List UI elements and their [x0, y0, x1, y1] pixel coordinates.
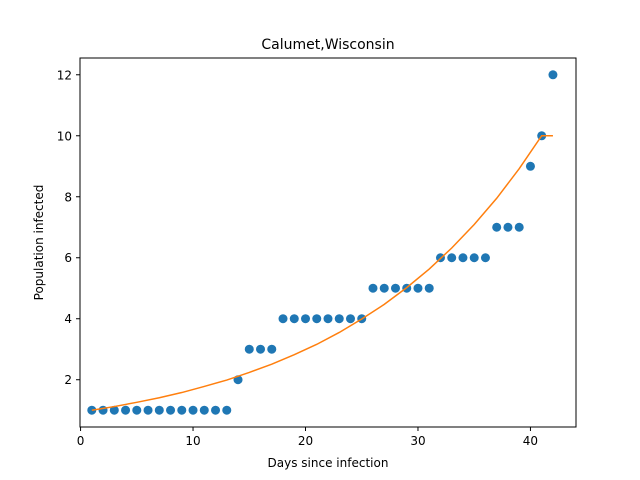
plot-area	[87, 70, 558, 415]
data-point	[132, 405, 142, 415]
data-point	[98, 405, 108, 415]
data-point	[222, 405, 232, 415]
data-point	[323, 314, 333, 324]
data-point	[87, 405, 97, 415]
data-point	[492, 222, 502, 232]
data-point	[447, 253, 457, 263]
data-point	[109, 405, 119, 415]
x-tick-label: 30	[410, 434, 425, 448]
data-point	[143, 405, 153, 415]
x-tick-label: 20	[298, 434, 313, 448]
y-axis-label: Population infected	[32, 185, 46, 301]
data-point	[458, 253, 468, 263]
data-point	[267, 344, 277, 354]
data-point	[256, 344, 266, 354]
y-tick-label: 8	[64, 190, 72, 204]
data-point	[548, 70, 558, 80]
data-point	[503, 222, 513, 232]
data-point	[413, 283, 423, 293]
data-point	[289, 314, 299, 324]
axis-ticks: 0 10 20 30 40 2 4 6 8 10 12	[57, 68, 538, 448]
data-point	[390, 283, 400, 293]
data-point	[312, 314, 322, 324]
y-tick-label: 4	[64, 312, 72, 326]
data-point	[514, 222, 524, 232]
data-point	[166, 405, 176, 415]
x-tick-label: 10	[185, 434, 200, 448]
fit-curve	[91, 135, 553, 411]
data-point	[525, 161, 535, 171]
chart-title: Calumet,Wisconsin	[261, 37, 394, 53]
data-point	[244, 344, 254, 354]
x-tick-label: 40	[523, 434, 538, 448]
y-tick-label: 2	[64, 373, 72, 387]
data-point	[368, 283, 378, 293]
data-point	[379, 283, 389, 293]
data-point	[345, 314, 355, 324]
x-axis-label: Days since infection	[268, 456, 389, 470]
data-point	[121, 405, 131, 415]
data-point	[301, 314, 311, 324]
data-point	[199, 405, 209, 415]
data-point	[469, 253, 479, 263]
data-point	[480, 253, 490, 263]
x-tick-label: 0	[77, 434, 85, 448]
axes-frame	[79, 57, 577, 428]
y-tick-label: 12	[57, 68, 72, 82]
data-point	[424, 283, 434, 293]
data-point	[188, 405, 198, 415]
y-tick-label: 10	[57, 129, 72, 143]
data-point	[334, 314, 344, 324]
data-point	[211, 405, 221, 415]
data-point	[154, 405, 164, 415]
data-point	[177, 405, 187, 415]
y-tick-label: 6	[64, 251, 72, 265]
data-point	[278, 314, 288, 324]
